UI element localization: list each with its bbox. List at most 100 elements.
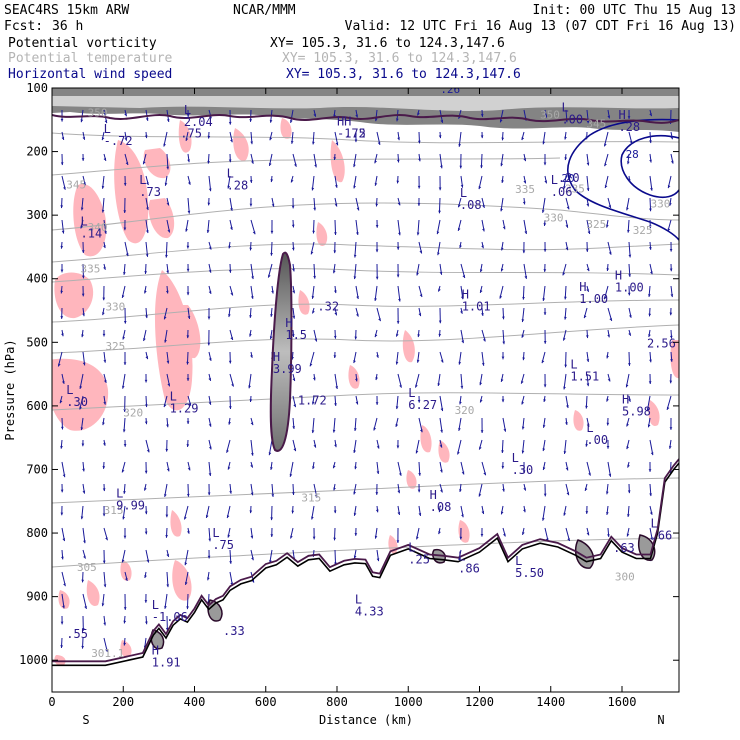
wind-vector-head: [166, 118, 170, 122]
wind-vector-head: [81, 443, 85, 447]
wind-vector-head: [376, 558, 380, 562]
wind-vector-head: [353, 491, 357, 495]
wind-vector-head: [353, 164, 356, 168]
wind-vector-head: [649, 140, 652, 144]
pv-region: [280, 118, 292, 139]
wind-vector-head: [144, 290, 147, 294]
wind-vector-head: [608, 251, 612, 255]
wind-vector-head: [500, 268, 504, 272]
wind-vector-head: [103, 401, 106, 405]
wind-vector-head: [481, 362, 485, 366]
extremum-value: 1.00: [579, 292, 608, 306]
wind-vector-head: [461, 340, 464, 344]
wind-vector-head: [122, 385, 125, 389]
wind-vector-head: [648, 294, 651, 297]
wind-vector-head: [396, 321, 400, 324]
extremum-value: 1.72: [298, 394, 327, 408]
pv-region: [52, 358, 109, 431]
wind-vector-head: [585, 335, 589, 339]
wind-vector-head: [291, 179, 294, 183]
pv-region: [120, 640, 132, 657]
wind-vector-head: [586, 383, 590, 387]
extremum-value: 1.00: [615, 280, 644, 294]
wind-vector-head: [187, 210, 191, 214]
wind-vector-head: [482, 204, 485, 208]
wind-vector-head: [144, 511, 148, 515]
wind-vector-head: [649, 113, 652, 117]
wind-vector-head: [376, 445, 380, 449]
wind-vector-head: [61, 136, 65, 140]
wind-vector-head: [438, 210, 441, 214]
wind-vector-head: [290, 140, 294, 144]
theta-label: 350: [88, 107, 108, 120]
wind-vector-head: [80, 427, 84, 431]
wind-vector-head: [123, 535, 127, 539]
wind-vector-head: [378, 318, 381, 322]
wind-vector-head: [544, 114, 548, 118]
wind-vector-head: [250, 535, 254, 539]
wind-vector-head: [586, 188, 590, 191]
extremum-letter: L: [81, 214, 88, 228]
wind-speed-labels: .26 28 20: [440, 88, 639, 185]
wind-vector-head: [458, 361, 462, 365]
wind-vector-head: [439, 444, 443, 448]
wind-vector-head: [480, 533, 484, 537]
wind-vector-head: [586, 359, 590, 362]
wind-vector-head: [185, 228, 189, 232]
wind-vector-head: [103, 379, 107, 383]
extremum-letter: L: [227, 167, 234, 181]
extremum-letter: H: [273, 350, 280, 364]
extremum-letter: L: [408, 541, 415, 555]
wind-vector-head: [627, 179, 631, 183]
wind-vector-head: [460, 310, 463, 314]
wind-vector-head: [606, 446, 610, 449]
wind-vector-head: [227, 466, 231, 470]
wind-vector-head: [208, 188, 212, 192]
wind-vector-head: [251, 579, 255, 583]
wind-vector-head: [250, 452, 254, 456]
wind-vector-head: [439, 271, 443, 275]
wind-vector-head: [524, 275, 528, 279]
wind-vector-head: [373, 427, 377, 431]
wind-vector-head: [163, 143, 167, 147]
wind-vector-head: [207, 202, 211, 206]
wind-vector-head: [482, 228, 485, 232]
y-tick-label: 700: [26, 462, 48, 476]
wind-vector-head: [61, 230, 65, 234]
header: SEAC4RS 15km ARW NCAR/MMM Init: 00 UTC T…: [4, 3, 736, 82]
wind-vector-head: [564, 157, 568, 161]
wind-vector-head: [166, 584, 170, 588]
wind-vector-head: [648, 225, 652, 229]
theta-label: 305: [77, 561, 97, 574]
wind-vector-head: [374, 535, 378, 539]
wind-vector-head: [608, 473, 612, 477]
wind-vector-head: [419, 294, 423, 298]
wind-vector-head: [101, 603, 105, 607]
extremum-value: .06: [551, 185, 573, 199]
wind-vector-head: [144, 621, 148, 625]
wind-vector-head: [83, 555, 86, 559]
wind-vector-head: [102, 312, 105, 316]
wind-vector-head: [229, 226, 233, 230]
extremum-value: 9.99: [116, 499, 145, 513]
wind-vector-head: [501, 180, 505, 183]
wind-vector-head: [250, 141, 254, 145]
wind-vector-head: [586, 120, 590, 124]
y-tick-label: 100: [26, 81, 48, 95]
extremum-value: 2.04: [184, 115, 213, 129]
wind-vector-head: [81, 579, 85, 583]
wind-vector-head: [649, 159, 652, 163]
extremum-letter: H: [462, 288, 469, 302]
wind-vector-head: [144, 600, 148, 603]
wind-vector-head: [144, 487, 147, 491]
wind-vector-head: [419, 250, 422, 254]
wind-vector-head: [165, 254, 168, 258]
wind-vector-head: [166, 424, 169, 428]
wind-vector-head: [377, 141, 381, 145]
wind-vector-head: [229, 490, 232, 494]
wind-vector-head: [478, 186, 482, 190]
wind-vector-head: [502, 488, 505, 492]
wind-vector-head: [354, 466, 358, 470]
wind-vector-head: [228, 314, 231, 318]
